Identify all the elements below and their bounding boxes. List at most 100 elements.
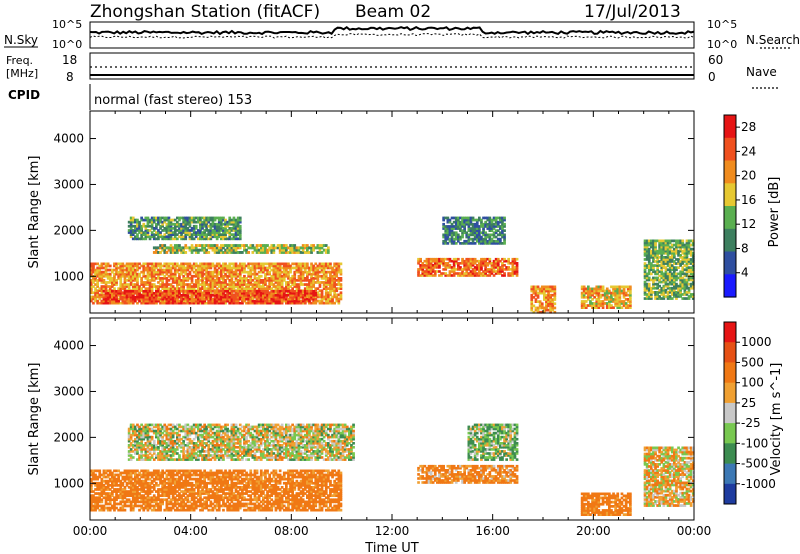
data-cell [165, 264, 169, 268]
data-cell [310, 285, 313, 288]
data-cell [595, 298, 599, 301]
data-cell [115, 496, 118, 500]
data-cell [278, 283, 282, 286]
data-cell [691, 260, 695, 263]
data-cell [232, 264, 236, 268]
data-cell [610, 293, 613, 297]
data-cell [100, 498, 104, 502]
data-cell [259, 279, 263, 282]
data-cell [150, 231, 154, 234]
data-cell [243, 248, 246, 252]
data-cell [245, 248, 248, 252]
data-cell [429, 274, 433, 277]
data-cell [616, 306, 620, 309]
data-cell [494, 239, 498, 243]
data-cell [270, 248, 274, 252]
data-cell [226, 248, 229, 252]
data-cell [215, 287, 219, 290]
data-cell [473, 268, 477, 271]
data-cell [224, 237, 227, 241]
data-cell [90, 494, 93, 497]
data-cell [668, 264, 672, 267]
data-cell [308, 272, 311, 276]
data-cell [488, 216, 492, 220]
data-cell [131, 270, 135, 274]
data-cell [670, 293, 674, 296]
data-cell [580, 300, 584, 303]
data-cell [131, 297, 135, 301]
data-cell [318, 244, 322, 247]
data-cell [184, 279, 188, 282]
data-cell [123, 299, 127, 303]
data-cell [287, 281, 290, 284]
data-cell [159, 272, 162, 276]
data-cell [467, 233, 471, 237]
data-cell [652, 256, 655, 259]
data-cell [186, 233, 190, 236]
data-cell [685, 251, 689, 255]
data-cell [274, 285, 278, 288]
data-cell [266, 294, 269, 297]
data-cell [220, 270, 223, 274]
data-cell [473, 233, 477, 237]
sky-right-tick-bottom: 10^0 [707, 38, 737, 51]
data-cell [280, 283, 284, 286]
data-cell [469, 231, 473, 235]
data-cell [459, 266, 462, 269]
data-cell [186, 218, 190, 222]
data-cell [505, 259, 508, 263]
data-cell [173, 274, 177, 278]
data-cell [106, 486, 110, 489]
data-cell [314, 299, 318, 303]
data-cell [249, 293, 253, 297]
data-cell [253, 290, 257, 293]
data-cell [90, 295, 93, 299]
data-cell [482, 237, 485, 241]
data-cell [108, 297, 112, 301]
data-cell [450, 242, 454, 245]
data-cell [467, 274, 471, 277]
data-cell [645, 286, 649, 290]
data-cell [280, 246, 284, 250]
data-cell [115, 270, 118, 274]
data-cell [675, 291, 678, 294]
data-cell [650, 288, 653, 292]
data-cell [167, 266, 171, 270]
data-cell [538, 300, 542, 303]
data-cell [272, 244, 276, 247]
data-cell [662, 258, 666, 261]
data-cell [199, 227, 202, 230]
data-cell [234, 244, 238, 247]
data-cell [131, 237, 135, 241]
data-cell [207, 279, 211, 282]
data-cell [255, 264, 259, 268]
data-cell [197, 268, 200, 272]
data-cell [220, 301, 223, 305]
data-cell [209, 274, 213, 278]
data-cell [335, 299, 339, 303]
data-cell [207, 287, 211, 290]
data-cell [157, 237, 160, 241]
data-cell [662, 245, 666, 249]
data-cell [276, 294, 280, 297]
data-cell [545, 287, 548, 291]
data-cell [152, 285, 156, 288]
data-cell [144, 299, 148, 303]
data-cell [297, 248, 301, 252]
data-cell [274, 270, 278, 274]
data-cell [228, 222, 232, 226]
data-cell [207, 251, 211, 254]
data-cell [182, 222, 185, 226]
data-cell [316, 251, 320, 254]
data-cell [253, 287, 257, 290]
data-cell [654, 245, 657, 249]
data-cell [230, 237, 234, 241]
data-cell [159, 246, 162, 250]
data-cell [301, 299, 305, 303]
data-cell [597, 298, 601, 301]
data-cell [194, 272, 198, 276]
data-cell [100, 279, 104, 282]
data-cell [117, 270, 120, 274]
data-cell [161, 244, 164, 247]
